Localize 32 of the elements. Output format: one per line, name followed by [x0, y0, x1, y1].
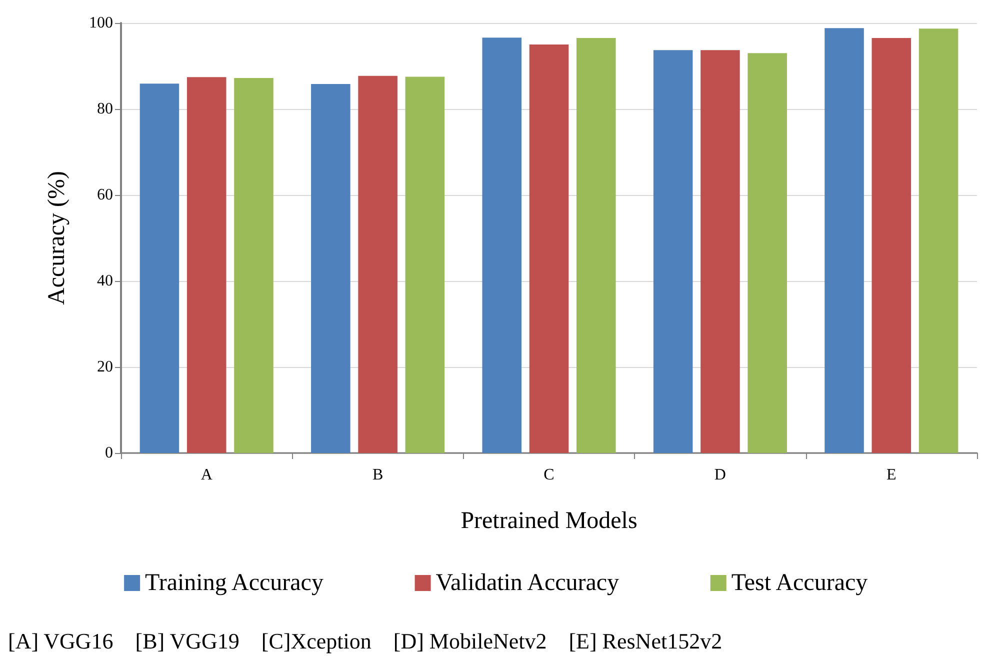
- legend-label: Training Accuracy: [145, 570, 324, 596]
- bar: [824, 28, 864, 453]
- y-tick-label: 100: [89, 14, 113, 32]
- bar: [529, 44, 569, 453]
- bar: [234, 78, 274, 453]
- y-tick-label: 40: [97, 272, 113, 290]
- x-tick-label: C: [544, 466, 554, 484]
- bar: [918, 28, 958, 453]
- text: [A] VGG16 [B] VGG19 [C]Xception [D] MobileNetv2 [E] ResNet152v2: [8, 628, 722, 654]
- x-tick-label: A: [200, 466, 213, 484]
- x-tick-label: D: [714, 466, 726, 484]
- bar: [700, 50, 740, 453]
- y-tick-label: 0: [105, 444, 113, 462]
- bar: [186, 77, 226, 453]
- bar: [358, 76, 398, 453]
- y-tick-label: 20: [97, 358, 113, 376]
- bar: [482, 38, 522, 453]
- bar: [311, 84, 350, 453]
- y-axis-title: Accuracy (%): [44, 171, 70, 305]
- x-tick-label: E: [886, 466, 896, 484]
- bar: [653, 50, 693, 453]
- bar: [405, 76, 445, 453]
- bar: [748, 53, 787, 453]
- x-axis-title: Pretrained Models: [460, 508, 638, 534]
- bar: [140, 84, 180, 453]
- y-tick-label: 60: [97, 186, 113, 204]
- legend-label: Validatin Accuracy: [436, 570, 620, 596]
- bar: [872, 38, 912, 453]
- x-tick-label: B: [372, 466, 384, 484]
- bar: [576, 38, 616, 453]
- legend-label: Test Accuracy: [731, 570, 868, 596]
- y-tick-label: 80: [97, 100, 113, 118]
